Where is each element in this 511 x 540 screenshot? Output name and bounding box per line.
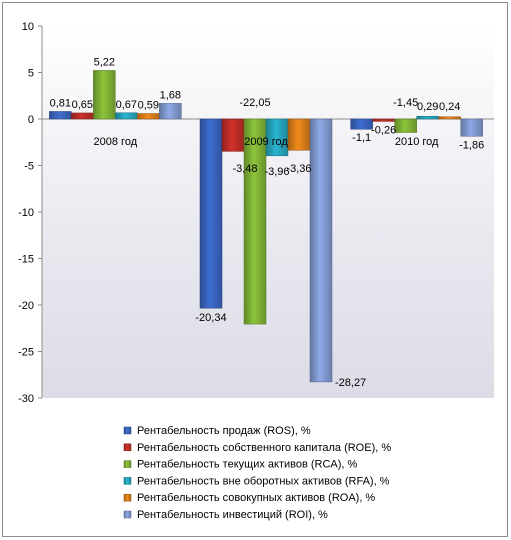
- data-label-1-3: -1,1: [352, 132, 371, 144]
- legend-swatch: [123, 477, 132, 485]
- plot-area: [42, 26, 494, 398]
- legend-label: Рентабельность текущих активов (RCA), %: [137, 459, 358, 471]
- bar-3-2: [243, 118, 267, 325]
- bar-6-2: [309, 118, 333, 383]
- data-label-3-3: -1,45: [393, 97, 418, 109]
- y-tick-label: -20: [18, 300, 34, 312]
- bar-5-3: [438, 116, 461, 120]
- data-label-3-1: 5,22: [94, 56, 115, 68]
- y-tick-label: -15: [18, 254, 34, 266]
- bar-1-2: [199, 118, 223, 309]
- legend-label: Рентабельность продаж (ROS), %: [137, 425, 311, 437]
- data-label-4-1: 0,67: [116, 99, 137, 111]
- data-label-4-3: 0,29: [417, 101, 438, 113]
- data-label-2-2: -3,48: [232, 163, 257, 175]
- data-label-2-3: -0,26: [371, 124, 396, 136]
- legend-label: Рентабельность инвестиций (ROI), %: [137, 509, 328, 521]
- y-tick-label: -30: [18, 393, 34, 405]
- data-label-6-3: -1,86: [459, 139, 484, 151]
- data-label-5-2: -3,36: [286, 163, 311, 175]
- legend-swatch: [123, 460, 132, 468]
- bar-1-3: [350, 118, 373, 130]
- bar-5-2: [287, 118, 311, 151]
- category-label: 2009 год: [244, 136, 288, 148]
- y-tick-label: 0: [28, 114, 34, 126]
- category-label: 2010 год: [395, 136, 439, 148]
- data-label-6-2: -28,27: [335, 377, 366, 389]
- y-tick-label: -10: [18, 207, 34, 219]
- y-tick-label: 10: [22, 21, 34, 33]
- bar-3-1: [93, 70, 116, 120]
- data-label-1-1: 0,81: [50, 97, 71, 109]
- y-tick-label: -25: [18, 347, 34, 359]
- data-label-2-1: 0,65: [72, 99, 93, 111]
- legend-swatch: [123, 443, 132, 452]
- bar-5-1: [137, 113, 160, 120]
- bar-3-3: [394, 118, 417, 133]
- y-tick-label: -5: [24, 161, 34, 173]
- category-label: 2008 год: [94, 136, 138, 148]
- data-label-4-2: -3,96: [264, 166, 289, 178]
- bar-6-3: [460, 118, 483, 137]
- legend-swatch: [123, 510, 132, 519]
- bar-2-1: [71, 112, 94, 120]
- data-label-3-2: -22,05: [239, 97, 270, 109]
- legend-label: Рентабельность вне оборотных активов (RF…: [137, 475, 390, 487]
- legend-label: Рентабельность совокупных активов (ROA),…: [137, 492, 375, 504]
- bar-2-2: [221, 118, 245, 152]
- bar-1-1: [49, 111, 72, 120]
- legend-swatch: [123, 426, 132, 435]
- data-label-5-3: 0,24: [439, 101, 460, 113]
- y-tick-label: 5: [28, 68, 34, 80]
- bar-4-3: [416, 116, 439, 120]
- data-label-6-1: 1,68: [160, 89, 181, 101]
- legend-label: Рентабельность собственного капитала (RO…: [137, 442, 391, 454]
- data-label-1-2: -20,34: [195, 312, 226, 324]
- legend-swatch: [123, 493, 132, 502]
- bar-6-1: [159, 103, 182, 120]
- bar-4-1: [115, 112, 138, 120]
- bar-2-3: [372, 118, 395, 122]
- data-label-5-1: 0,59: [138, 100, 159, 112]
